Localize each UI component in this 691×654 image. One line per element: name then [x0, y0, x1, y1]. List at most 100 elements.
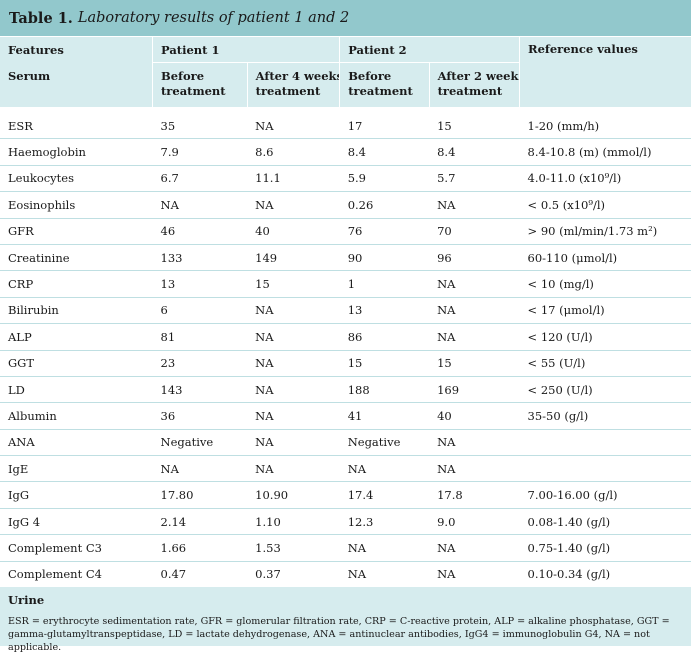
cell-reference	[519, 455, 691, 483]
cell-reference: 1-20 (mm/h)	[519, 107, 691, 140]
cell-p2-after: 9.0	[429, 508, 520, 536]
cell-p2-after: 15	[429, 107, 520, 140]
cell-reference: < 17 (μmol/l)	[519, 297, 691, 325]
cell-feature: ALP	[0, 323, 153, 351]
table-row: Haemoglobin 7.9 8.6 8.4 8.4 8.4-10.8 (m) (mmo…	[0, 138, 691, 166]
section-label-urine: Urine	[0, 587, 691, 614]
cell-p2-before: 8.4	[339, 138, 430, 166]
cell-p1-before: 17.80	[152, 481, 248, 509]
header-p2-before-line2: treatment	[348, 84, 413, 98]
cell-p2-after: NA	[429, 297, 520, 325]
cell-p1-before: 0.47	[160, 567, 187, 582]
cell-p2-before: 12.3	[339, 508, 430, 536]
cell-p2-after: 8.4	[429, 138, 520, 166]
table-row: IgG 4 2.14 1.10 12.3 9.0 0.08-1.40 (g/l)	[0, 508, 691, 536]
header-p1-after: After 4 weeks treatment	[246, 62, 340, 107]
cell-reference: < 55 (U/l)	[519, 350, 691, 377]
table-row: Albumin 36 NA 41 40 35-50 (g/l)	[0, 402, 691, 430]
cell-p1-before: 7.9	[152, 138, 248, 166]
cell-p1-before: 23	[152, 350, 248, 377]
cell-reference: 0.75-1.40 (g/l)	[519, 534, 691, 562]
cell-p1-before: 1.66	[152, 534, 248, 562]
header-p1-before-line2: treatment	[161, 84, 226, 98]
cell-p1-after: NA	[247, 402, 340, 430]
cell-p2-after: 96	[429, 244, 520, 272]
table-row: IgE NA NA NA NA	[0, 455, 691, 483]
cell-p1-before: NA	[152, 191, 248, 219]
header-p1-before-line1: Before	[161, 69, 205, 83]
cell-feature: IgE	[0, 455, 153, 483]
table-row: Leukocytes 6.7 11.1 5.9 5.7 4.0-11.0 (x10⁹/l)	[0, 165, 691, 193]
cell-p1-before: Negative	[152, 429, 248, 457]
cell-reference: 0.10-0.34 (g/l)	[527, 567, 611, 582]
table-row: GFR 46 40 76 70 > 90 (ml/min/1.73 m²)	[0, 218, 691, 245]
cell-feature: Eosinophils	[0, 191, 153, 219]
table-row: GGT 23 NA 15 15 < 55 (U/l)	[0, 350, 691, 377]
cell-p2-after: 40	[429, 402, 520, 430]
cell-p2-before: NA	[339, 455, 430, 483]
cell-p1-after: NA	[247, 429, 340, 457]
cell-p1-after: 149	[247, 244, 340, 272]
header-p2-after-line2: treatment	[437, 84, 503, 98]
cell-p1-after: NA	[247, 350, 340, 377]
cell-p1-after: NA	[247, 323, 340, 351]
header-p2-before-line1: Before	[348, 69, 392, 83]
cell-p2-before: 41	[339, 402, 430, 430]
cell-feature: GFR	[0, 218, 153, 245]
cell-p1-after: 0.37	[255, 567, 281, 582]
table-row: Complement C3 1.66 1.53 NA NA 0.75-1.40 (g/l)	[0, 534, 691, 562]
table-title: Table 1. Laboratory results of patient 1…	[0, 0, 691, 37]
cell-p2-before: 5.9	[339, 165, 430, 193]
cell-p1-after: 8.6	[247, 138, 340, 166]
cell-reference: > 90 (ml/min/1.73 m²)	[519, 218, 691, 245]
cell-p1-before: 6.7	[152, 165, 248, 193]
cell-p2-before: 17	[339, 107, 430, 140]
cell-p2-after: NA	[429, 270, 520, 298]
cell-p2-before: Negative	[339, 429, 430, 457]
cell-reference: < 10 (mg/l)	[519, 270, 691, 298]
cell-p1-after: NA	[247, 376, 340, 404]
table-row: LD 143 NA 188 169 < 250 (U/l)	[0, 376, 691, 404]
cell-reference: < 0.5 (x10⁹/l)	[519, 191, 691, 219]
section-row-urine: Urine	[0, 587, 691, 614]
cell-p2-after: NA	[429, 455, 520, 483]
table-row: Complement C4 0.47 0.37 NA NA 0.10-0.34 (g/l)	[0, 561, 691, 587]
cell-feature: CRP	[0, 270, 153, 298]
cell-feature: Bilirubin	[0, 297, 153, 325]
cell-p2-after: 17.8	[429, 481, 520, 509]
cell-p2-after: NA	[429, 429, 520, 457]
cell-p2-after: NA	[429, 534, 520, 562]
header-p1-after-line1: After 4 weeks	[255, 69, 340, 83]
cell-feature: Leukocytes	[0, 165, 153, 193]
cell-p1-after: NA	[247, 191, 340, 219]
cell-p1-before: 81	[152, 323, 248, 351]
cell-p2-before: 15	[339, 350, 430, 377]
table-row: CRP 13 15 1 NA < 10 (mg/l)	[0, 270, 691, 298]
cell-p2-after: NA	[429, 323, 520, 351]
cell-p1-after: 40	[247, 218, 340, 245]
cell-feature: IgG	[0, 481, 153, 509]
serum-results: ESR 35 NA 17 15 1-20 (mm/h) Haemoglobin 7.9 8.6 8…	[0, 107, 691, 587]
table-row: ALP 81 NA 86 NA < 120 (U/l)	[0, 323, 691, 351]
cell-feature: Complement C4	[8, 567, 102, 582]
cell-feature: GGT	[0, 350, 153, 377]
cell-p1-after: 11.1	[247, 165, 340, 193]
cell-reference: 0.08-1.40 (g/l)	[519, 508, 691, 536]
cell-p2-before: 90	[339, 244, 430, 272]
cell-p1-before: NA	[152, 455, 248, 483]
cell-reference: < 120 (U/l)	[519, 323, 691, 351]
cell-p2-after: 5.7	[429, 165, 520, 193]
cell-reference: 60-110 (μmol/l)	[519, 244, 691, 272]
cell-p2-before: 1	[339, 270, 430, 298]
cell-p1-before: 13	[152, 270, 248, 298]
cell-feature: LD	[0, 376, 153, 404]
header-p2-after-line1: After 2 weeks	[437, 69, 520, 83]
cell-p2-before: NA	[339, 534, 430, 562]
cell-feature: Complement C3	[0, 534, 153, 562]
cell-feature: Albumin	[0, 402, 153, 430]
cell-reference	[519, 429, 691, 457]
cell-p2-before: 86	[339, 323, 430, 351]
cell-p2-after: 70	[429, 218, 520, 245]
cell-p1-after: NA	[247, 297, 340, 325]
